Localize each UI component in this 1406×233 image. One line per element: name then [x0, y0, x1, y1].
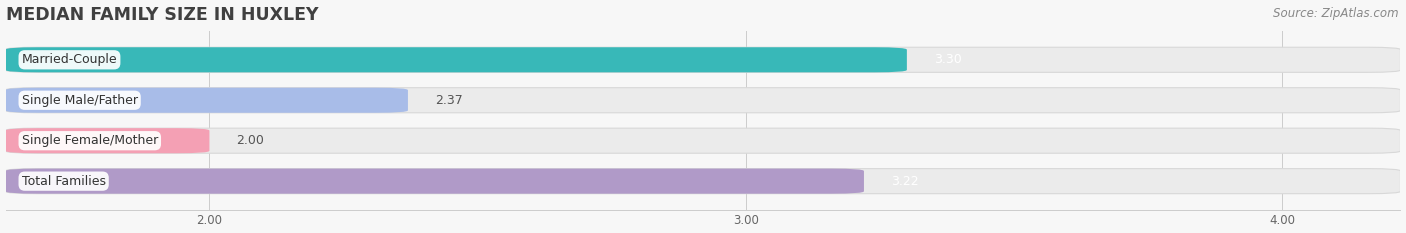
Text: MEDIAN FAMILY SIZE IN HUXLEY: MEDIAN FAMILY SIZE IN HUXLEY — [6, 6, 318, 24]
Text: Source: ZipAtlas.com: Source: ZipAtlas.com — [1274, 7, 1399, 20]
FancyBboxPatch shape — [6, 128, 1400, 153]
FancyBboxPatch shape — [6, 169, 1400, 194]
Text: 2.37: 2.37 — [434, 94, 463, 107]
FancyBboxPatch shape — [6, 88, 408, 113]
FancyBboxPatch shape — [6, 169, 863, 194]
Text: 3.30: 3.30 — [934, 53, 962, 66]
FancyBboxPatch shape — [6, 88, 1400, 113]
FancyBboxPatch shape — [6, 128, 209, 153]
Text: Total Families: Total Families — [21, 175, 105, 188]
Text: Married-Couple: Married-Couple — [21, 53, 117, 66]
Text: Single Female/Mother: Single Female/Mother — [21, 134, 157, 147]
FancyBboxPatch shape — [6, 47, 907, 72]
Text: Single Male/Father: Single Male/Father — [21, 94, 138, 107]
FancyBboxPatch shape — [6, 47, 1400, 72]
Text: 2.00: 2.00 — [236, 134, 264, 147]
Text: 3.22: 3.22 — [891, 175, 918, 188]
